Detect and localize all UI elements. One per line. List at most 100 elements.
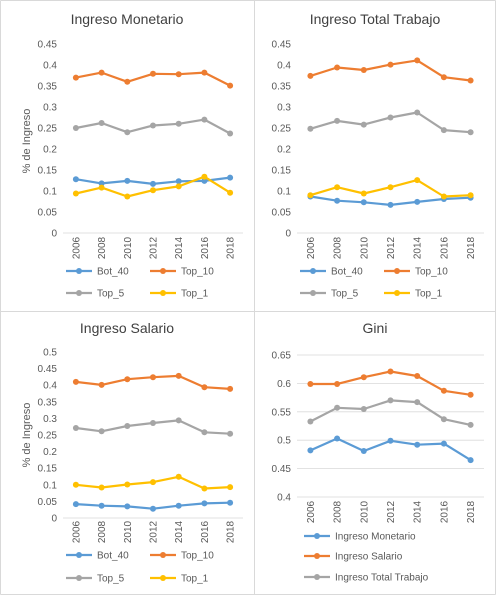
data-point-1	[201, 69, 208, 76]
data-point-2	[440, 127, 447, 134]
data-point-2	[227, 130, 234, 137]
legend-label: Top_1	[415, 289, 443, 300]
y-axis-label: % de Ingreso	[21, 109, 33, 174]
x-tick-label: 2012	[386, 500, 397, 523]
data-point-3	[72, 481, 79, 488]
data-point-0	[227, 499, 234, 506]
data-point-1	[175, 372, 182, 379]
y-tick-label: 0.45	[272, 464, 292, 475]
y-tick-label: 0.3	[43, 414, 57, 425]
y-tick-label: 0.05	[38, 497, 58, 508]
legend-marker	[160, 268, 166, 274]
data-point-1	[175, 71, 182, 78]
legend-marker	[76, 290, 82, 296]
data-point-3	[124, 481, 131, 488]
data-point-1	[98, 69, 105, 76]
y-tick-label: 0.5	[43, 348, 57, 359]
data-point-3	[334, 184, 341, 191]
x-tick-label: 2006	[306, 500, 317, 523]
y-tick-label: 0.55	[272, 407, 292, 418]
y-tick-label: 0.25	[272, 124, 292, 135]
data-point-1	[72, 74, 79, 81]
data-point-1	[124, 78, 131, 85]
data-point-0	[98, 180, 105, 187]
data-point-1	[307, 72, 314, 79]
data-point-1	[201, 384, 208, 391]
legend-label: Top_10	[181, 551, 214, 562]
legend-label: Ingreso Salario	[335, 552, 403, 563]
data-point-3	[360, 190, 367, 197]
data-point-2	[307, 125, 314, 132]
y-tick-label: 0.6	[277, 379, 291, 390]
data-point-0	[387, 201, 394, 208]
data-point-3	[175, 183, 182, 190]
data-point-2	[334, 404, 341, 411]
data-point-1	[72, 378, 79, 385]
y-tick-label: 0.25	[38, 431, 58, 442]
data-point-0	[72, 176, 79, 183]
y-tick-label: 0.2	[43, 447, 57, 458]
legend-marker	[314, 574, 320, 580]
legend-label: Bot_40	[331, 267, 363, 278]
chart-title: Gini	[363, 320, 388, 336]
legend-label: Ingreso Monetario	[335, 532, 416, 543]
data-point-2	[201, 429, 208, 436]
data-point-0	[175, 178, 182, 185]
legend-label: Bot_40	[97, 551, 129, 562]
data-point-1	[150, 374, 156, 381]
chart-title: Ingreso Total Trabajo	[310, 11, 441, 27]
x-tick-label: 2012	[149, 520, 160, 543]
y-tick-label: 0.3	[43, 103, 57, 114]
data-point-1	[150, 70, 156, 77]
data-point-1	[414, 373, 421, 379]
y-tick-label: 0.4	[43, 61, 57, 72]
x-tick-label: 2014	[413, 236, 424, 259]
legend-marker	[76, 552, 82, 558]
data-point-0	[201, 500, 208, 507]
legend-marker	[76, 575, 82, 581]
data-point-1	[440, 387, 447, 394]
data-point-2	[227, 430, 234, 437]
legend-marker	[76, 268, 82, 274]
y-tick-label: 0.35	[38, 397, 58, 408]
y-tick-label: 0.2	[277, 145, 291, 156]
data-point-0	[414, 198, 421, 205]
y-tick-label: 0	[285, 229, 291, 240]
data-point-2	[334, 117, 341, 124]
data-point-1	[360, 374, 367, 381]
data-point-0	[414, 441, 421, 448]
x-tick-label: 2010	[123, 520, 134, 543]
data-point-3	[201, 485, 208, 492]
data-point-1	[98, 381, 105, 388]
data-point-2	[387, 114, 394, 121]
y-tick-label: 0.15	[38, 464, 58, 475]
data-point-2	[360, 121, 367, 128]
y-tick-label: 0.4	[277, 61, 291, 72]
legend-label: Top_1	[181, 574, 209, 585]
legend-marker	[394, 268, 400, 274]
data-point-2	[124, 129, 131, 136]
data-point-3	[227, 484, 234, 491]
data-point-2	[150, 420, 156, 426]
data-point-3	[227, 189, 234, 196]
legend-marker	[314, 553, 320, 559]
y-tick-label: 0.1	[277, 187, 291, 198]
data-point-1	[227, 82, 234, 89]
chart-title: Ingreso Monetario	[71, 11, 184, 27]
x-tick-label: 2014	[174, 236, 185, 259]
data-point-0	[124, 177, 131, 184]
y-axis-label: % de Ingreso	[21, 403, 33, 468]
y-tick-label: 0.15	[38, 166, 58, 177]
data-point-1	[360, 67, 367, 73]
data-point-0	[150, 180, 156, 187]
y-tick-label: 0.65	[272, 351, 292, 362]
y-tick-label: 0.25	[38, 124, 58, 135]
legend-marker	[314, 533, 320, 539]
data-point-1	[227, 385, 234, 392]
data-point-3	[98, 184, 105, 191]
data-point-0	[440, 440, 447, 447]
y-tick-label: 0.35	[272, 82, 292, 93]
data-point-0	[467, 457, 474, 464]
data-point-0	[72, 501, 79, 508]
y-tick-label: 0.05	[38, 208, 58, 219]
